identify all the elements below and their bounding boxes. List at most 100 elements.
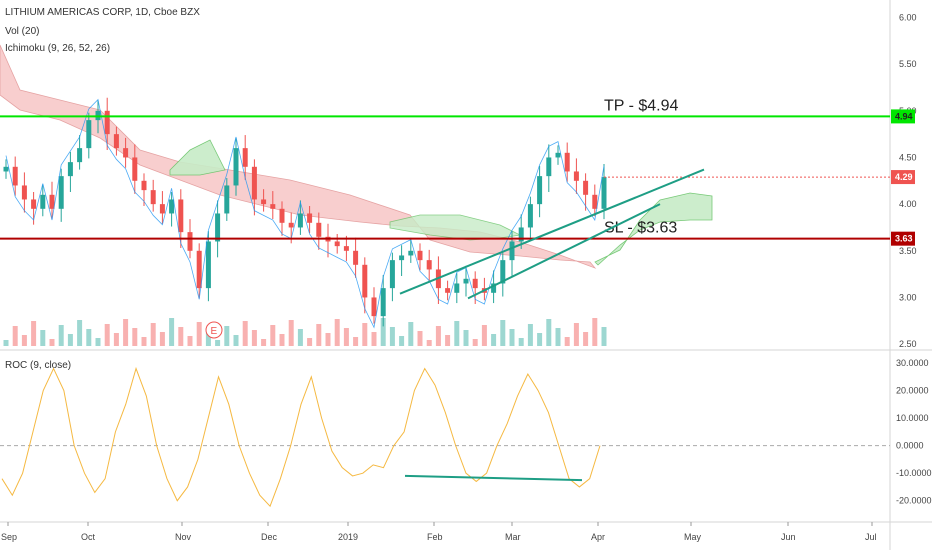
candle-body	[518, 227, 524, 242]
candle-body	[334, 241, 340, 247]
trendline-lower	[467, 203, 661, 300]
volume-bar	[242, 321, 248, 346]
earnings-marker-label: E	[211, 326, 218, 337]
volume-bar	[169, 318, 175, 346]
candle-body	[104, 110, 110, 135]
candle-body	[546, 157, 552, 177]
candle-body	[408, 250, 414, 256]
candle-body	[509, 241, 515, 261]
volume-bar	[270, 325, 276, 346]
volume-bar	[481, 325, 487, 346]
candle-body	[362, 264, 368, 298]
volume-bar	[343, 328, 349, 346]
roc-series-line	[1, 366, 601, 508]
price-badge-label: 4.94	[895, 111, 913, 121]
candle-body	[573, 171, 579, 181]
volume-bar	[224, 326, 230, 346]
candle-body	[58, 176, 64, 209]
volume-bar	[141, 337, 147, 346]
price-badge-label: 3.63	[895, 234, 913, 244]
roc-tick-label: 30.0000	[896, 358, 929, 368]
sl-annotation: SL - $3.63	[604, 220, 677, 237]
candle-body	[491, 283, 497, 293]
candle-body	[555, 152, 561, 158]
candle-body	[316, 222, 322, 237]
candle-body	[215, 213, 221, 242]
volume-bar	[500, 320, 506, 346]
volume-bar	[537, 333, 543, 346]
roc-tick-label: 20.0000	[896, 386, 929, 396]
volume-bar	[12, 326, 18, 346]
roc-tick-label: -10.0000	[896, 468, 932, 478]
roc-trendline	[404, 474, 583, 482]
price-tick-label: 3.00	[899, 292, 917, 302]
volume-bar	[380, 318, 386, 346]
price-tick-label: 4.50	[899, 152, 917, 162]
time-tick-label: Jul	[865, 532, 877, 542]
volume-bar	[408, 322, 414, 346]
candle-body	[463, 278, 469, 284]
volume-bar	[104, 324, 110, 346]
volume-bar	[417, 331, 423, 346]
volume-bar	[196, 322, 202, 346]
candle-body	[113, 134, 119, 149]
roc-tick-label: 0.0000	[896, 441, 924, 451]
trendline-upper	[399, 168, 705, 295]
price-tick-label: 2.50	[899, 339, 917, 349]
price-badge-label: 4.29	[895, 172, 913, 182]
time-tick-label: Apr	[591, 532, 605, 542]
candle-body	[426, 260, 432, 270]
candle-body	[297, 213, 303, 228]
candle-body	[454, 283, 460, 293]
volume-bar	[371, 332, 377, 346]
candle-body	[3, 166, 9, 172]
volume-bar	[426, 340, 432, 346]
candle-body	[40, 194, 46, 209]
price-badge	[891, 170, 915, 185]
volume-bar	[31, 321, 37, 346]
volume-bar	[40, 330, 46, 346]
volume-bar	[58, 325, 64, 346]
volume-bar	[49, 339, 55, 346]
ichimoku-cloud-bullish	[389, 214, 522, 241]
candle-body	[583, 180, 589, 195]
candle-body	[77, 148, 83, 163]
tenkan-sen-line	[5, 98, 605, 329]
candle-body	[537, 176, 543, 205]
candle-body	[49, 194, 55, 209]
volume-bar	[527, 324, 533, 346]
ichimoku-cloud-bullish	[169, 139, 226, 176]
price-tick-label: 5.50	[899, 59, 917, 69]
volume-bar	[77, 320, 83, 346]
volume-bar	[251, 330, 257, 346]
volume-bar	[21, 335, 27, 346]
volume-bar	[546, 319, 552, 346]
price-badge	[891, 231, 915, 246]
volume-bar	[472, 339, 478, 346]
volume-bar	[573, 323, 579, 346]
candle-body	[527, 204, 533, 228]
volume-bar	[3, 340, 9, 346]
time-tick-label: May	[684, 532, 702, 542]
earnings-marker	[205, 321, 223, 339]
candle-body	[21, 185, 27, 200]
candle-body	[343, 246, 349, 251]
candle-body	[500, 260, 506, 284]
candle-body	[224, 185, 230, 214]
ichimoku-legend: Ichimoku (9, 26, 52, 26)	[5, 43, 111, 54]
volume-bar	[95, 338, 101, 346]
candle-body	[233, 148, 239, 186]
price-tick-label: 3.50	[899, 246, 917, 256]
volume-bar	[325, 333, 331, 346]
volume-bar	[564, 337, 570, 346]
candle-body	[389, 260, 395, 289]
candle-body	[141, 180, 147, 191]
time-tick-label: Oct	[81, 532, 96, 542]
candle-body	[399, 255, 405, 261]
candle-body	[472, 278, 478, 289]
candle-body	[353, 250, 359, 265]
candle-body	[371, 297, 377, 317]
volume-bar	[491, 334, 497, 346]
candle-body	[86, 120, 92, 149]
